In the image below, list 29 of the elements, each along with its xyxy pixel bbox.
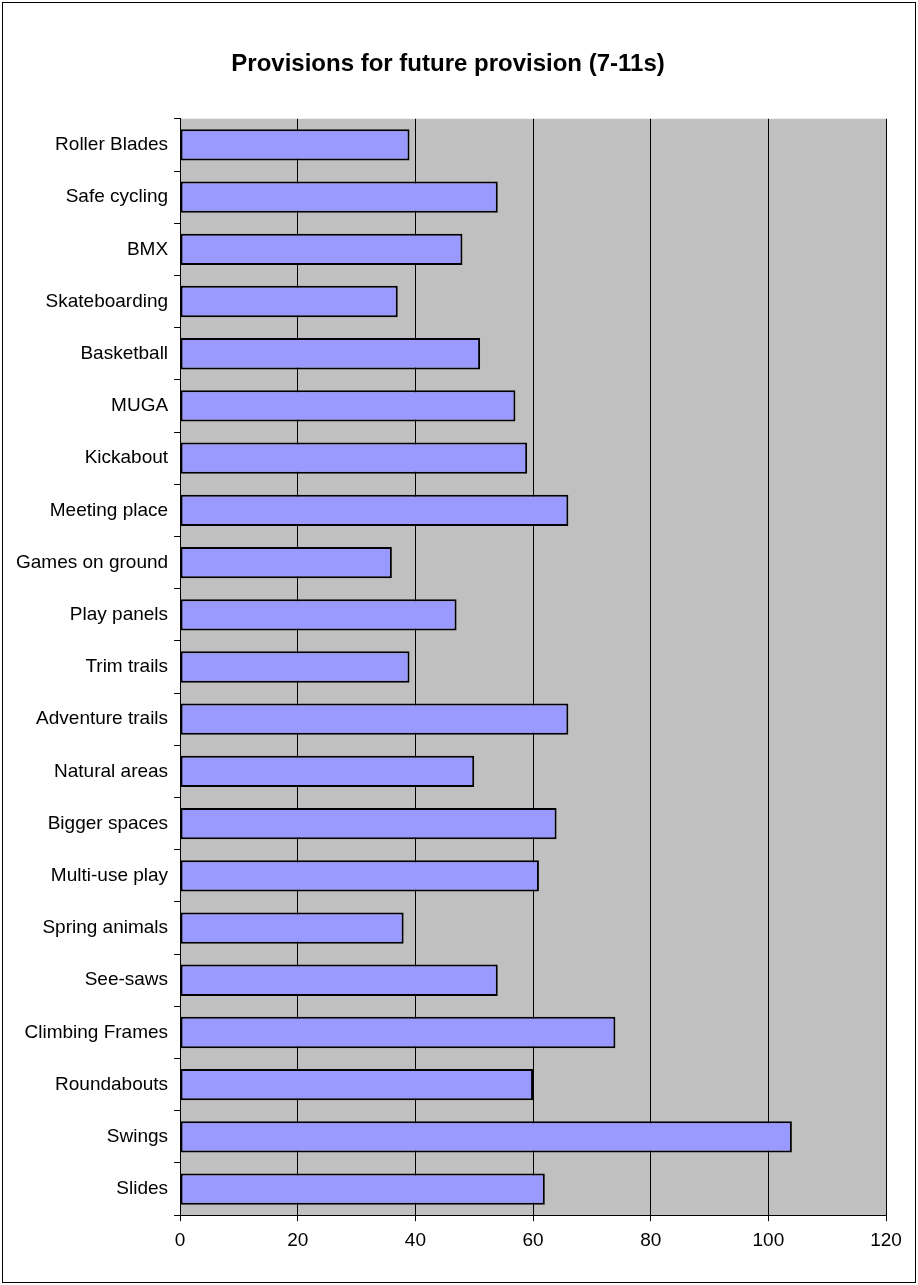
y-tick-label: Spring animals (42, 916, 169, 938)
y-tick-label: Climbing Frames (24, 1020, 169, 1042)
y-tick-label: Roundabouts (55, 1072, 169, 1094)
y-tick-label: Games on ground (16, 550, 169, 572)
y-tick-label: Natural areas (54, 759, 169, 781)
y-tick-label: MUGA (111, 394, 169, 416)
y-tick-label: Play panels (69, 603, 169, 625)
y-tick-label: Bigger spaces (47, 811, 169, 833)
x-tick-label: 80 (640, 1228, 662, 1250)
y-tick-label: Swings (106, 1125, 169, 1147)
y-tick-label: Roller Blades (55, 133, 169, 155)
y-tick-label: Slides (116, 1177, 169, 1199)
y-tick-label: Skateboarding (45, 289, 169, 311)
x-tick-label: 20 (287, 1228, 309, 1250)
y-tick-label: Safe cycling (65, 185, 169, 207)
x-tick-label: 120 (870, 1228, 902, 1250)
y-tick-label: Multi-use play (50, 864, 169, 886)
y-tick-label: See-saws (84, 968, 169, 990)
y-tick-label: Kickabout (84, 446, 169, 468)
x-tick-label: 60 (522, 1228, 544, 1250)
chart-title: Provisions for future provision (7-11s) (231, 49, 665, 77)
x-tick-label: 100 (752, 1228, 785, 1250)
y-tick-label: Basketball (80, 341, 169, 363)
y-tick-label: BMX (126, 237, 169, 259)
y-tick-label: Adventure trails (36, 707, 169, 729)
x-tick-label: 0 (174, 1228, 186, 1250)
y-tick-label: Meeting place (49, 498, 169, 520)
x-tick-label: 40 (404, 1228, 426, 1250)
y-tick-label: Trim trails (85, 655, 169, 677)
